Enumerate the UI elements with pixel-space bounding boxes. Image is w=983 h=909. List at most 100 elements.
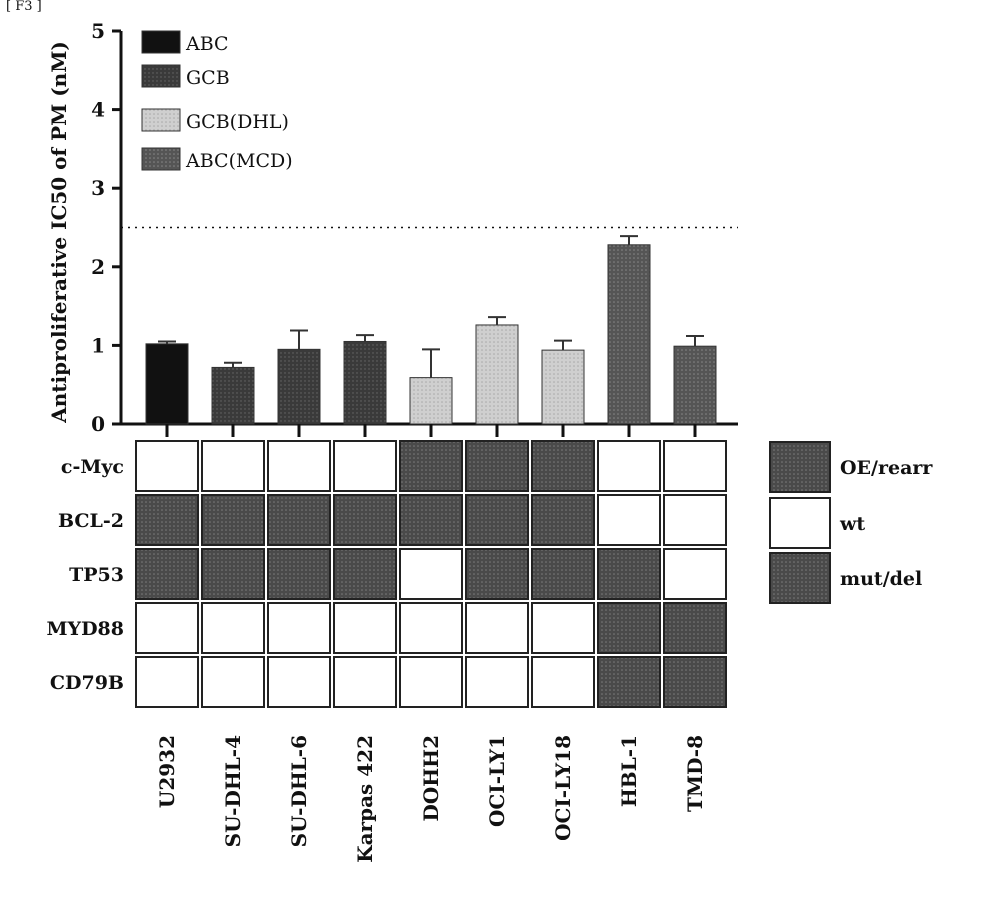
grid-cell: [201, 440, 265, 492]
y-axis: 0 1 2 3 4 5 Antiproliferative IC50 of PM (nM): [47, 19, 123, 436]
grid-cell: [201, 602, 265, 654]
grid-row-label: c-Myc: [61, 456, 124, 478]
error-bar: [488, 316, 506, 325]
legend-swatch: [141, 147, 181, 171]
bar: [409, 377, 453, 425]
x-category-label: SU-DHL-4: [221, 735, 245, 847]
y-tick-label: 4: [91, 98, 105, 122]
grid-cell: [531, 656, 595, 708]
grid-cell: [201, 656, 265, 708]
error-bar: [290, 329, 308, 350]
error-bar: [224, 361, 242, 368]
y-tick-label: 5: [91, 19, 105, 43]
header-fragment: [ F3 ]: [6, 0, 42, 14]
x-category-label: U2932: [155, 735, 179, 808]
grid-cell: [465, 494, 529, 546]
grid-cell: [267, 494, 331, 546]
error-bar: [620, 235, 638, 245]
grid-cell: [597, 548, 661, 600]
grid-cell: [531, 440, 595, 492]
y-tick-label: 1: [91, 333, 105, 357]
grid-cell: [597, 656, 661, 708]
grid-row-label: CD79B: [50, 672, 124, 694]
grid-row-label: BCL-2: [58, 510, 124, 532]
grid-cell: [531, 494, 595, 546]
grid-cell: [399, 548, 463, 600]
grid-cell: [663, 656, 727, 708]
x-category-label: OCI-LY1: [485, 735, 509, 827]
status-legend: OE/rearr wt mut/del: [769, 441, 933, 604]
status-legend-label: wt: [839, 513, 865, 535]
x-category-label: DOHH2: [419, 735, 443, 821]
grid-cell: [663, 440, 727, 492]
error-bar: [422, 348, 440, 378]
grid-cell: [333, 548, 397, 600]
grid-cell: [465, 602, 529, 654]
x-category-label: SU-DHL-6: [287, 735, 311, 847]
y-tick-label: 3: [91, 176, 105, 200]
x-category-label: HBL-1: [617, 735, 641, 807]
bar: [673, 345, 717, 425]
bar-legend: ABC GCB GCB(DHL) ABC(MCD): [141, 30, 293, 172]
grid-cell: [333, 602, 397, 654]
bar: [607, 244, 651, 425]
grid-cell: [399, 440, 463, 492]
bar: [211, 366, 255, 425]
bar: [541, 349, 585, 425]
bar: [277, 348, 321, 425]
grid-row-label: MYD88: [46, 618, 124, 640]
legend-label: GCB(DHL): [186, 111, 289, 133]
grid-cell: [465, 440, 529, 492]
x-category-label: TMD-8: [683, 735, 707, 812]
grid-cell: [135, 440, 199, 492]
grid-cell: [597, 494, 661, 546]
x-category-label: Karpas 422: [353, 735, 377, 863]
grid-cell: [663, 602, 727, 654]
grid-cell: [399, 656, 463, 708]
grid-cell: [333, 494, 397, 546]
grid-cell: [267, 656, 331, 708]
grid-cell: [267, 602, 331, 654]
bar: [343, 340, 387, 425]
status-legend-swatch: [769, 497, 831, 549]
grid-cell: [465, 548, 529, 600]
status-legend-label: OE/rearr: [840, 457, 933, 479]
grid-cell: [201, 494, 265, 546]
legend-swatch: [141, 108, 181, 132]
error-bar: [686, 334, 704, 347]
y-tick-label: 2: [91, 255, 105, 279]
grid-cell: [531, 548, 595, 600]
grid-cell: [597, 440, 661, 492]
grid-cell: [531, 602, 595, 654]
legend-label: GCB: [186, 67, 230, 89]
grid-cell: [267, 548, 331, 600]
error-bar: [356, 334, 374, 342]
legend-swatch: [141, 64, 181, 88]
y-axis-label: Antiproliferative IC50 of PM (nM): [47, 41, 71, 424]
grid-cell: [663, 548, 727, 600]
legend-label: ABC: [185, 33, 229, 55]
grid-cell: [465, 656, 529, 708]
grid-cell: [333, 656, 397, 708]
x-category-label: OCI-LY18: [551, 735, 575, 841]
grid-cell: [333, 440, 397, 492]
y-tick-label: 0: [91, 412, 105, 436]
grid-cell: [135, 656, 199, 708]
grid-cell: [201, 548, 265, 600]
grid-cell: [399, 494, 463, 546]
error-bar: [158, 340, 176, 344]
bar: [475, 324, 519, 425]
grid-cell: [267, 440, 331, 492]
bar: [145, 343, 189, 425]
status-legend-swatch: [769, 441, 831, 493]
status-legend-swatch: [769, 552, 831, 604]
grid-cell: [135, 602, 199, 654]
legend-swatch: [141, 30, 181, 54]
grid-row-label: TP53: [69, 564, 124, 586]
error-bar: [554, 339, 572, 351]
grid-cell: [597, 602, 661, 654]
grid-cell: [663, 494, 727, 546]
grid-cell: [135, 494, 199, 546]
grid-cell: [399, 602, 463, 654]
